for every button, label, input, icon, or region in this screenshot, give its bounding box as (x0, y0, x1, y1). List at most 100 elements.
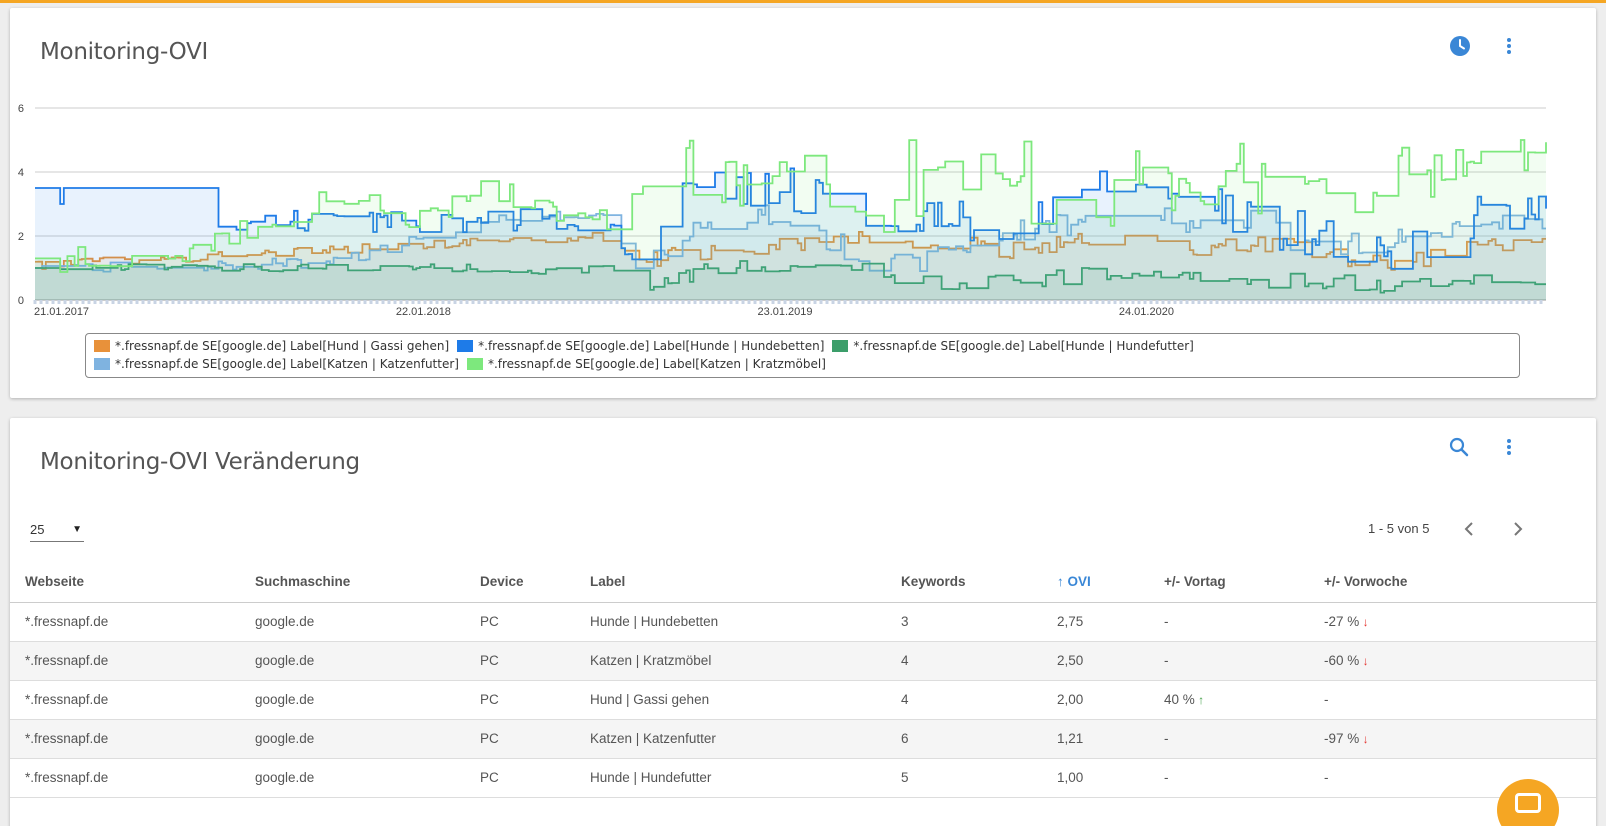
legend-item[interactable]: *.fressnapf.de SE[google.de] Label[Katze… (466, 355, 826, 373)
x-tick-label: 21.01.2017 (34, 306, 89, 318)
search-button[interactable] (1445, 433, 1473, 461)
cell-keywords-value: 4 (901, 653, 909, 668)
cell-site-value: *.fressnapf.de (25, 614, 109, 629)
cell-week: -60 % ↓ (1309, 641, 1596, 681)
col-header-vorwoche[interactable]: +/- Vorwoche (1309, 562, 1596, 603)
cell-week-value: - (1324, 770, 1329, 785)
cell-engine-value: google.de (255, 692, 315, 707)
cell-site-value: *.fressnapf.de (25, 770, 109, 785)
chart-menu-button[interactable] (1495, 32, 1523, 60)
cell-site-value: *.fressnapf.de (25, 692, 109, 707)
y-tick-label: 6 (18, 103, 24, 115)
page-size-value: 25 (30, 522, 45, 537)
legend-item[interactable]: *.fressnapf.de SE[google.de] Label[Katze… (94, 355, 459, 373)
cell-ovi: 1,21 (1042, 719, 1149, 759)
cell-day: - (1149, 758, 1309, 798)
cell-ovi-value: 1,00 (1057, 770, 1084, 785)
legend-item[interactable]: *.fressnapf.de SE[google.de] Label[Hunde… (457, 337, 824, 355)
table-row[interactable]: *.fressnapf.de google.de PC Hunde | Hundebe… (10, 602, 1596, 642)
cell-label-value: Hunde | Hundebetten (590, 614, 719, 629)
table-menu-button[interactable] (1495, 433, 1523, 461)
sort-arrow-up-icon: ↑ (1057, 574, 1064, 590)
chat-icon (1515, 793, 1541, 813)
cell-label-value: Hund | Gassi gehen (590, 692, 710, 707)
cell-engine-value: google.de (255, 653, 315, 668)
cell-device: PC (465, 680, 575, 720)
cell-device-value: PC (480, 731, 499, 746)
cell-ovi-value: 2,75 (1057, 614, 1084, 629)
col-header-vortag[interactable]: +/- Vortag (1149, 562, 1309, 603)
cell-week: - (1309, 680, 1596, 720)
cell-device: PC (465, 719, 575, 759)
clock-button[interactable] (1446, 32, 1474, 60)
more-vert-icon (1507, 439, 1511, 455)
cell-device: PC (465, 641, 575, 681)
ovi-chart: 0 2 4 6 21.01.2017 22.01.2018 23.01.2019 24.01.… (18, 103, 1547, 318)
cell-engine: google.de (240, 680, 465, 720)
top-accent-bar (0, 0, 1606, 3)
cell-week-value: -27 % (1324, 614, 1360, 629)
cell-week: -97 % ↓ (1309, 719, 1596, 759)
col-header-keywords[interactable]: Keywords (886, 562, 1042, 603)
series-area (35, 168, 1546, 300)
col-header-ovi-label: OVI (1067, 574, 1091, 590)
legend-item[interactable]: *.fressnapf.de SE[google.de] Label[Hunde… (832, 337, 1194, 355)
legend-label: *.fressnapf.de SE[google.de] Label[Katze… (115, 357, 459, 371)
cell-day-value: - (1164, 731, 1169, 746)
table-row[interactable]: *.fressnapf.de google.de PC Hunde | Hundefu… (10, 758, 1596, 798)
cell-site-value: *.fressnapf.de (25, 731, 109, 746)
cell-ovi: 1,00 (1042, 758, 1149, 798)
cell-device-value: PC (480, 770, 499, 785)
next-page-button[interactable] (1505, 516, 1531, 542)
cell-day: - (1149, 719, 1309, 759)
table-row[interactable]: *.fressnapf.de google.de PC Katzen | Kratzm… (10, 641, 1596, 681)
pager-text: 1 - 5 von 5 (1368, 521, 1430, 536)
series-area (35, 205, 1546, 300)
series-line (35, 139, 1547, 273)
cell-label: Hunde | Hundebetten (575, 602, 886, 642)
y-tick-label: 2 (18, 231, 24, 243)
col-header-device[interactable]: Device (465, 562, 575, 603)
y-tick-label: 4 (18, 167, 24, 179)
series-line (35, 231, 1546, 271)
cell-engine-value: google.de (255, 614, 315, 629)
cell-week-value: - (1324, 692, 1329, 707)
cell-device: PC (465, 758, 575, 798)
cell-ovi: 2,50 (1042, 641, 1149, 681)
col-header-label[interactable]: Label (575, 562, 886, 603)
cell-device-value: PC (480, 692, 499, 707)
cell-engine: google.de (240, 758, 465, 798)
prev-page-button[interactable] (1456, 516, 1482, 542)
cell-ovi-value: 1,21 (1057, 731, 1084, 746)
chat-fab-button[interactable] (1497, 779, 1559, 826)
cell-keywords-value: 3 (901, 614, 909, 629)
chart-card-title: Monitoring-OVI (40, 39, 208, 65)
series-area (35, 261, 1546, 300)
page-size-select[interactable]: 25 ▼ (30, 518, 84, 542)
col-header-ovi[interactable]: ↑ OVI (1042, 562, 1149, 603)
table-row[interactable]: *.fressnapf.de google.de PC Hund | Gassi ge… (10, 680, 1596, 720)
col-header-webseite[interactable]: Webseite (10, 562, 240, 603)
legend-swatch (94, 340, 110, 352)
table-row[interactable]: *.fressnapf.de google.de PC Katzen | Katzen… (10, 719, 1596, 759)
cell-ovi: 2,00 (1042, 680, 1149, 720)
cell-day: - (1149, 641, 1309, 681)
cell-site: *.fressnapf.de (10, 602, 240, 642)
arrow-down-icon: ↓ (1359, 615, 1369, 629)
cell-keywords-value: 6 (901, 731, 909, 746)
legend-item[interactable]: *.fressnapf.de SE[google.de] Label[Hund … (94, 337, 449, 355)
cell-site-value: *.fressnapf.de (25, 653, 109, 668)
cell-day-value: - (1164, 653, 1169, 668)
legend-swatch (457, 340, 474, 352)
chart-legend: *.fressnapf.de SE[google.de] Label[Hund … (85, 333, 1520, 378)
legend-label: *.fressnapf.de SE[google.de] Label[Hunde… (478, 339, 825, 353)
col-header-suchmaschine[interactable]: Suchmaschine (240, 562, 465, 603)
cell-label-value: Katzen | Kratzmöbel (590, 653, 712, 668)
cell-week: -27 % ↓ (1309, 602, 1596, 642)
cell-ovi-value: 2,00 (1057, 692, 1084, 707)
cell-day-value: - (1164, 770, 1169, 785)
cell-label: Katzen | Katzenfutter (575, 719, 886, 759)
legend-label: *.fressnapf.de SE[google.de] Label[Hund … (115, 339, 450, 353)
cell-label-value: Katzen | Katzenfutter (590, 731, 716, 746)
more-vert-icon (1507, 38, 1511, 54)
